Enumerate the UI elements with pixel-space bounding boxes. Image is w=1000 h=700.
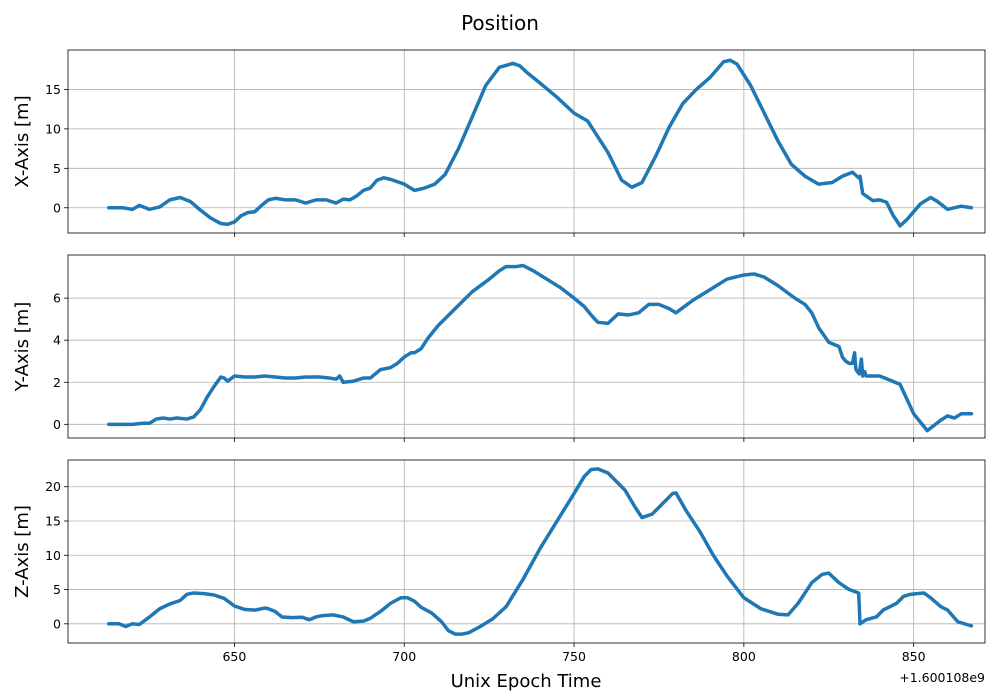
- axes-frame-z: [67, 459, 986, 644]
- y-axis-label-z: Z-Axis [m]: [12, 505, 33, 598]
- x-tick-label: 700: [392, 649, 416, 664]
- axes-frame-y: [67, 254, 986, 439]
- subplot-x: 0 5 10 15 X-Axis [m]: [12, 49, 986, 237]
- y-tick-label-z: 15: [45, 514, 61, 529]
- axes-frame-x: [67, 49, 986, 234]
- subplot-y: 0 2 4 6 Y-Axis [m]: [12, 254, 986, 442]
- subplot-z: 650 700 750 800 850 0 5 10 15 20 Z-Axis [m]: [12, 459, 986, 664]
- y-tick-label-y: 4: [53, 333, 61, 348]
- y-tick-label-x: 5: [53, 161, 61, 176]
- chart-title: Position: [461, 11, 539, 35]
- x-tick-label: 800: [732, 649, 756, 664]
- y-tick-label-x: 0: [53, 200, 61, 215]
- x-axis-label: Unix Epoch Time: [451, 671, 602, 692]
- y-tick-label-z: 10: [45, 548, 61, 563]
- x-tick-label: 750: [562, 649, 586, 664]
- y-tick-label-y: 0: [53, 417, 61, 432]
- x-offset-label: +1.600108e9: [899, 670, 985, 685]
- y-axis-label-y: Y-Axis [m]: [12, 302, 33, 393]
- y-tick-label-y: 6: [53, 291, 61, 306]
- y-axis-label-x: X-Axis [m]: [12, 95, 33, 187]
- x-tick-label: 650: [222, 649, 246, 664]
- series-line-x: [107, 58, 974, 228]
- y-tick-label-x: 10: [45, 121, 61, 136]
- y-tick-label-z: 0: [53, 616, 61, 631]
- y-tick-label-y: 2: [53, 375, 61, 390]
- y-tick-label-x: 15: [45, 82, 61, 97]
- y-tick-label-z: 5: [53, 582, 61, 597]
- x-tick-label: 850: [902, 649, 926, 664]
- series-line-z: [107, 467, 974, 636]
- series-line-y: [107, 263, 974, 433]
- y-tick-label-z: 20: [45, 479, 61, 494]
